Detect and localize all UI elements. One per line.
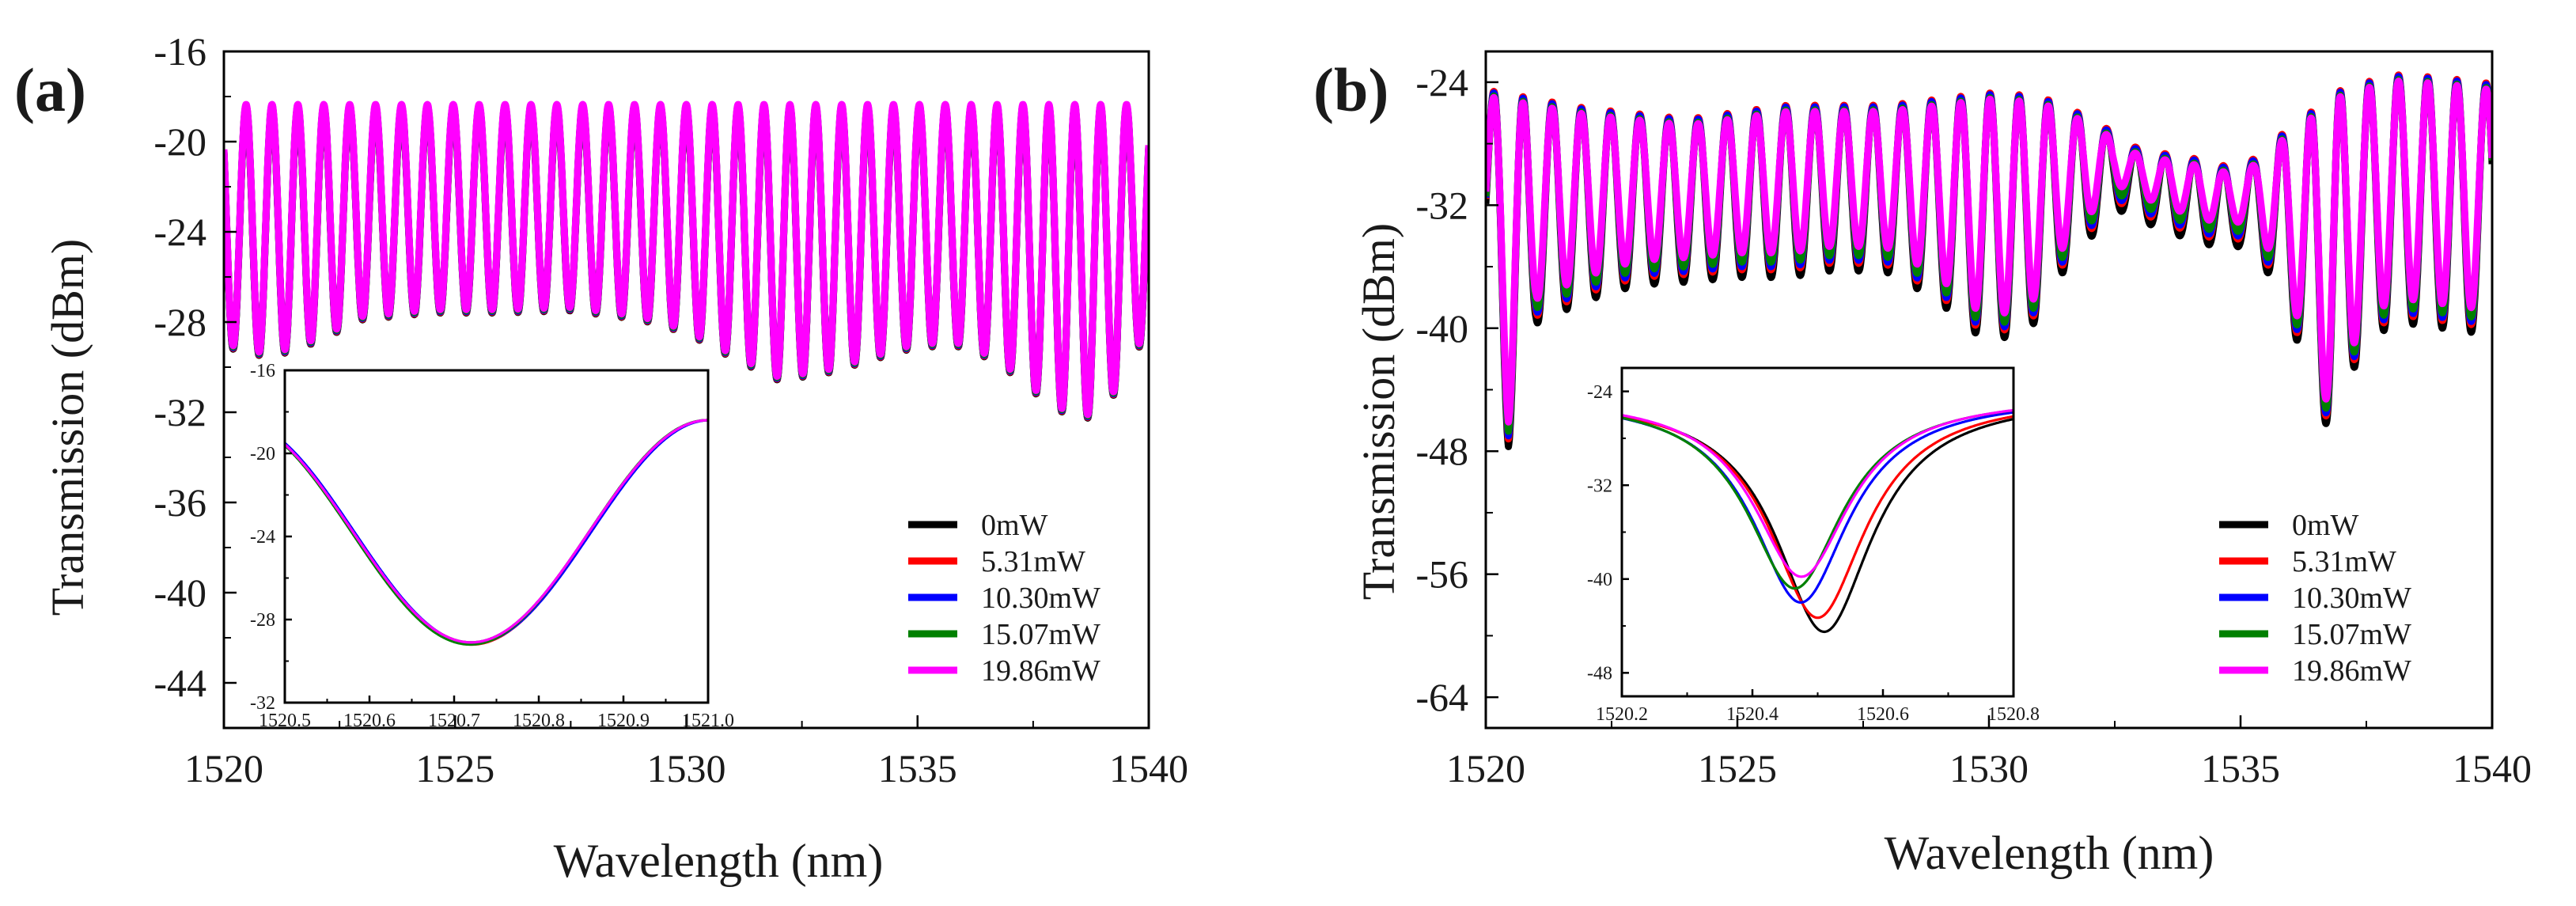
- x-axis-label: Wavelength (nm): [554, 835, 884, 887]
- y-tick-label: -32: [250, 693, 275, 714]
- x-tick-label: 1520.4: [1726, 704, 1779, 725]
- legend-label: 19.86mW: [981, 654, 1100, 688]
- x-tick-label: 1535: [2201, 746, 2280, 790]
- y-tick-label: -36: [153, 480, 206, 525]
- legend-label: 0mW: [981, 509, 1048, 542]
- main-axes: 1520 1525 1530 1535 1540 -24 -32 -40 -48 -56 -64: [1415, 50, 2532, 790]
- x-tick-label: 1520.6: [343, 711, 396, 731]
- legend-label: 10.30mW: [981, 582, 1100, 615]
- legend-label: 5.31mW: [981, 545, 1085, 578]
- legend-label: 0mW: [2292, 509, 2359, 542]
- panel-b: (b) Transmission (dBm) Wavelength (nm) 1…: [1313, 50, 2532, 879]
- y-tick-label: -32: [1415, 183, 1468, 227]
- y-tick-label: -40: [1587, 570, 1612, 590]
- y-tick-label: -16: [250, 361, 275, 381]
- y-tick-label: -28: [250, 610, 275, 631]
- x-tick-label: 1520.6: [1857, 704, 1909, 725]
- inset-background: [1622, 368, 2013, 696]
- x-tick-label: 1525: [415, 746, 494, 790]
- inset-axes: 1520.5 1520.6 1520.7 1520.8 1520.9 1521.0 -16 -…: [250, 361, 734, 731]
- legend-label: 5.31mW: [2292, 545, 2396, 578]
- y-tick-label: -40: [153, 571, 206, 615]
- x-tick-label: 1535: [878, 746, 957, 790]
- panel-label: (b): [1313, 55, 1388, 124]
- x-tick-label: 1520.8: [513, 711, 565, 731]
- y-axis-label: Transmission (dBm): [42, 239, 93, 616]
- y-tick-label: -24: [153, 210, 206, 254]
- legend-label: 10.30mW: [2292, 582, 2411, 615]
- panel-a: (a) Transmission (dBm) Wavelength (nm) 1…: [14, 29, 1188, 887]
- x-tick-label: 1520.7: [428, 711, 480, 731]
- inset-series-group: [1622, 408, 2013, 634]
- main-axes: 1520 1525 1530 1535 1540 -16 -20 -24 -28 -32 -36 -4…: [153, 29, 1188, 790]
- y-tick-label: -20: [153, 119, 206, 164]
- y-tick-label: -56: [1415, 552, 1468, 597]
- inset-series-line-19.86mW: [285, 419, 708, 644]
- x-tick-label: 1525: [1698, 746, 1777, 790]
- y-tick-label: -24: [250, 527, 275, 548]
- y-tick-label: -48: [1415, 429, 1468, 473]
- y-tick-label: -64: [1415, 675, 1468, 719]
- y-tick-label: -40: [1415, 306, 1468, 351]
- y-tick-label: -24: [1587, 382, 1612, 403]
- main-series-group: [224, 100, 1149, 422]
- series-line-19.86mW: [1486, 78, 2492, 426]
- y-tick-label: -48: [1587, 664, 1612, 684]
- x-tick-label: 1540: [1109, 746, 1188, 790]
- legend-label: 15.07mW: [981, 618, 1100, 651]
- y-tick-label: -28: [153, 300, 206, 344]
- inset-series-line-19.86mW: [1622, 408, 2013, 578]
- inset-background: [285, 370, 708, 703]
- y-axis-label: Transmission (dBm): [1353, 223, 1404, 600]
- x-axis-label: Wavelength (nm): [1885, 827, 2214, 879]
- x-tick-label: 1540: [2453, 746, 2532, 790]
- legend-label: 19.86mW: [2292, 654, 2411, 688]
- x-tick-label: 1520: [1446, 746, 1525, 790]
- x-tick-label: 1520.5: [259, 711, 311, 731]
- x-tick-label: 1530: [647, 746, 726, 790]
- y-tick-label: -20: [250, 444, 275, 464]
- series-line-19.86mW: [224, 100, 1149, 419]
- y-tick-label: -24: [1415, 60, 1468, 104]
- legend-label: 15.07mW: [2292, 618, 2411, 651]
- x-tick-label: 1520.2: [1596, 704, 1648, 725]
- y-tick-label: -44: [153, 661, 206, 705]
- x-tick-label: 1520.9: [597, 711, 650, 731]
- y-tick-label: -32: [153, 390, 206, 434]
- x-tick-label: 1520: [184, 746, 263, 790]
- y-tick-label: -32: [1587, 476, 1612, 496]
- inset-axes: 1520.2 1520.4 1520.6 1520.8 -24 -32 -40 -48: [1587, 366, 2040, 725]
- x-tick-label: 1530: [1949, 746, 2029, 790]
- y-tick-label: -16: [153, 29, 206, 74]
- panel-label: (a): [14, 55, 86, 124]
- x-tick-label: 1521.0: [682, 711, 734, 731]
- inset-series-group: [285, 419, 708, 646]
- x-tick-label: 1520.8: [1987, 704, 2040, 725]
- main-series-group: [1486, 71, 2492, 450]
